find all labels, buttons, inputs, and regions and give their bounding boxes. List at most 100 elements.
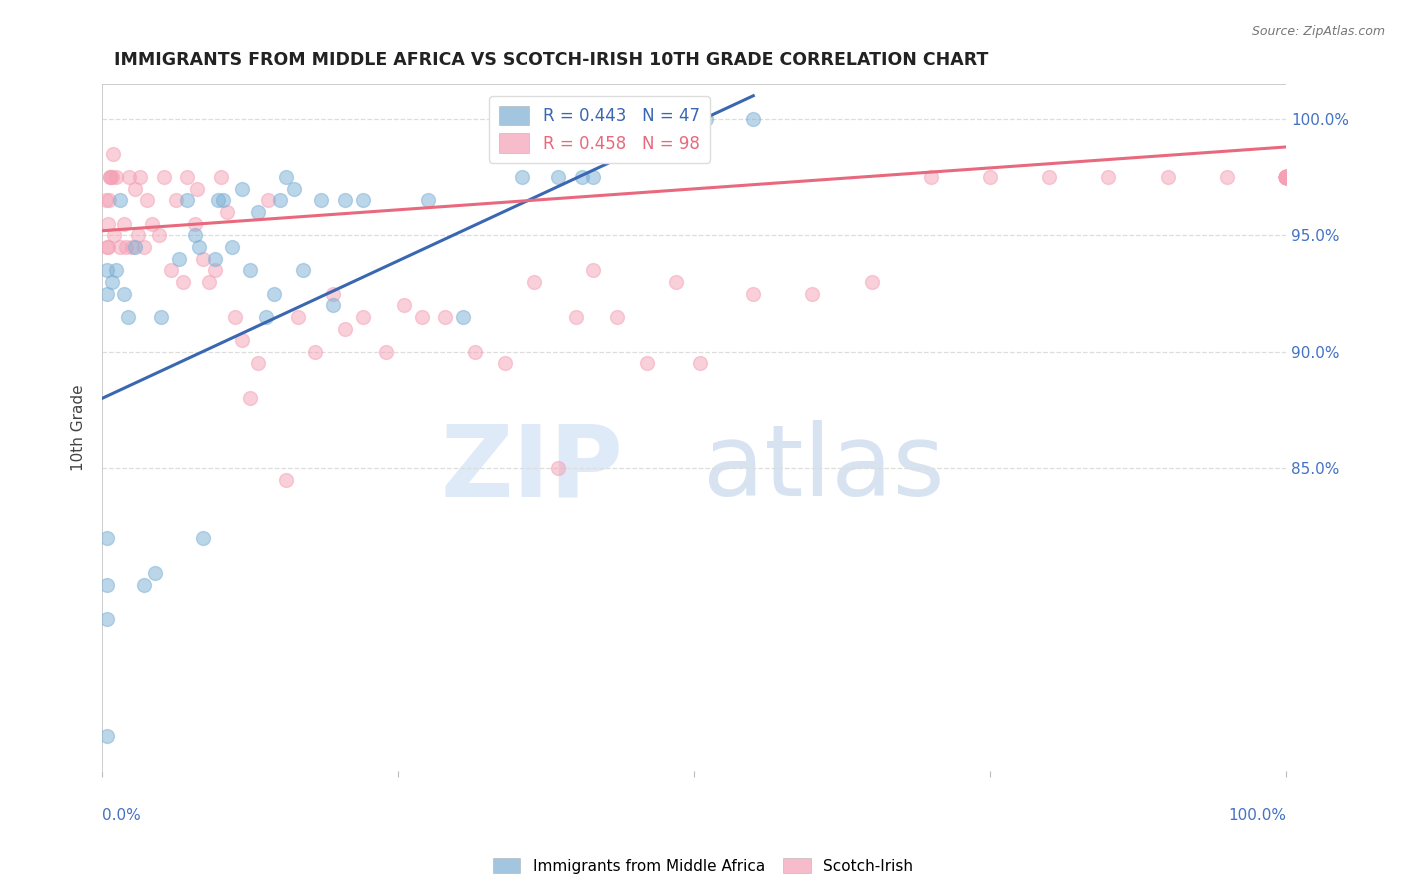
Point (689, 356, 711, 370)
Point (118, 170, 141, 185)
Point (582, 170, 605, 185)
Point (94, 194, 117, 208)
Point (231, 333, 253, 347)
Point (167, 252, 190, 266)
Point (333, 194, 356, 208)
Point (309, 194, 332, 208)
Point (108, 194, 131, 208)
Point (689, 112, 711, 126)
Point (239, 392, 262, 406)
Point (636, 356, 658, 370)
Point (100, 170, 122, 185)
Text: 0.0%: 0.0% (103, 808, 141, 823)
Point (221, 240, 243, 254)
Point (1275, 170, 1298, 185)
Point (434, 310, 457, 324)
Point (564, 310, 586, 324)
Point (96, 612, 118, 626)
Point (1275, 170, 1298, 185)
Point (1156, 170, 1178, 185)
Point (204, 252, 226, 266)
Point (1275, 170, 1298, 185)
Point (1275, 170, 1298, 185)
Point (512, 170, 534, 185)
Point (191, 252, 214, 266)
Point (132, 240, 155, 254)
Point (547, 461, 569, 475)
Point (523, 275, 546, 289)
Point (571, 170, 593, 185)
Point (1275, 170, 1298, 185)
Point (145, 566, 167, 580)
Point (322, 286, 344, 301)
Point (150, 310, 173, 324)
Point (96, 531, 118, 545)
Y-axis label: 10th Grade: 10th Grade (72, 384, 86, 471)
Point (239, 263, 262, 277)
Point (247, 356, 270, 370)
Point (209, 170, 232, 185)
Point (132, 577, 155, 591)
Point (121, 240, 143, 254)
Point (695, 112, 717, 126)
Point (1275, 170, 1298, 185)
Point (920, 170, 942, 185)
Point (1275, 170, 1298, 185)
Point (274, 473, 297, 487)
Point (105, 170, 128, 185)
Point (352, 310, 374, 324)
Point (416, 194, 439, 208)
Point (263, 286, 285, 301)
Point (292, 263, 315, 277)
Point (322, 298, 344, 312)
Point (392, 298, 415, 312)
Point (1275, 170, 1298, 185)
Point (115, 240, 138, 254)
Legend: R = 0.443   N = 47, R = 0.458   N = 98: R = 0.443 N = 47, R = 0.458 N = 98 (489, 96, 710, 162)
Point (98, 194, 121, 208)
Point (188, 240, 211, 254)
Point (176, 194, 198, 208)
Point (1097, 170, 1119, 185)
Point (100, 275, 122, 289)
Point (333, 321, 356, 335)
Point (183, 228, 205, 243)
Point (1275, 170, 1298, 185)
Point (141, 217, 163, 231)
Point (224, 310, 246, 324)
Point (1216, 170, 1239, 185)
Point (1275, 170, 1298, 185)
Point (148, 228, 170, 243)
Point (112, 217, 135, 231)
Point (375, 344, 398, 359)
Text: IMMIGRANTS FROM MIDDLE AFRICA VS SCOTCH-IRISH 10TH GRADE CORRELATION CHART: IMMIGRANTS FROM MIDDLE AFRICA VS SCOTCH-… (114, 51, 988, 69)
Point (1275, 170, 1298, 185)
Point (136, 194, 159, 208)
Point (129, 170, 152, 185)
Point (269, 194, 291, 208)
Point (212, 194, 235, 208)
Point (172, 275, 194, 289)
Point (124, 182, 146, 196)
Point (160, 263, 183, 277)
Point (96, 286, 118, 301)
Point (204, 263, 226, 277)
Point (287, 310, 309, 324)
Point (1275, 170, 1298, 185)
Point (112, 286, 135, 301)
Point (100, 170, 122, 185)
Point (1275, 170, 1298, 185)
Point (304, 344, 326, 359)
Legend: Immigrants from Middle Africa, Scotch-Irish: Immigrants from Middle Africa, Scotch-Ir… (486, 852, 920, 880)
Point (97, 240, 120, 254)
Point (96, 729, 118, 743)
Point (1275, 170, 1298, 185)
Point (191, 531, 214, 545)
Point (96, 240, 118, 254)
Text: Source: ZipAtlas.com: Source: ZipAtlas.com (1251, 25, 1385, 38)
Point (96, 577, 118, 591)
Point (257, 194, 280, 208)
Point (108, 240, 131, 254)
Point (1275, 170, 1298, 185)
Point (124, 240, 146, 254)
